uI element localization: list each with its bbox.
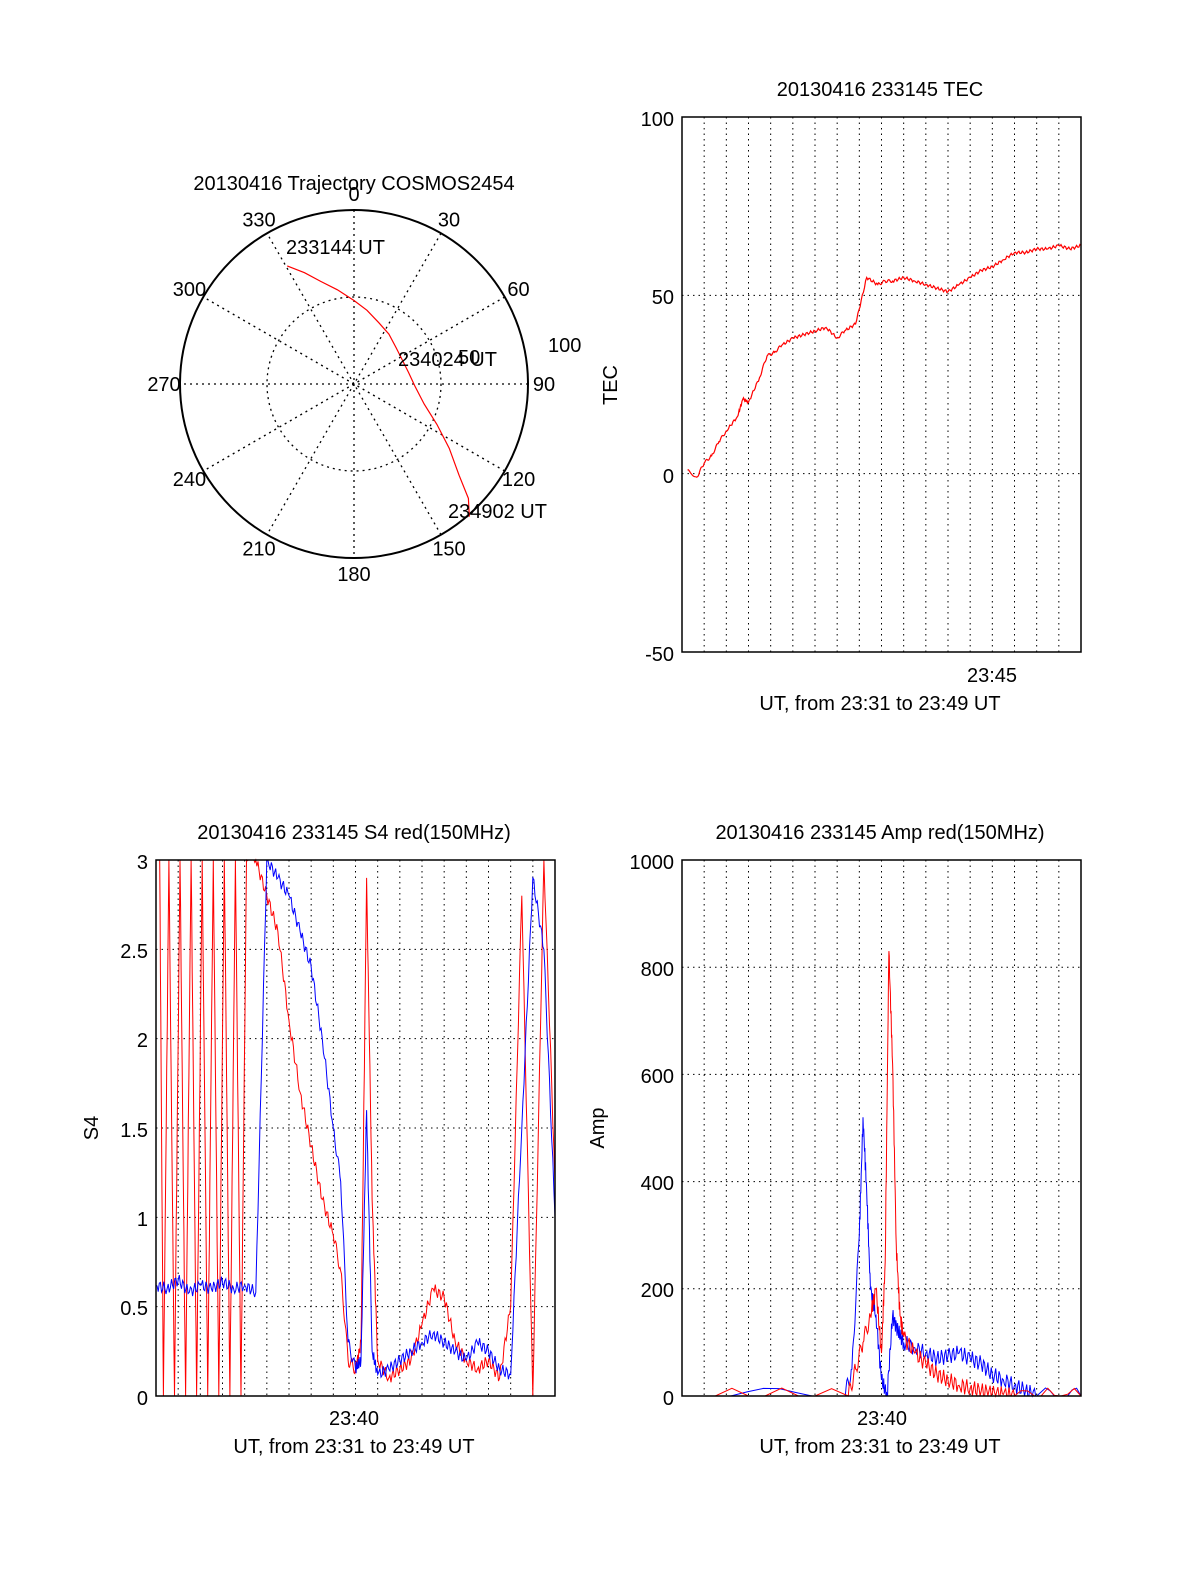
polar-inner-circle xyxy=(266,296,442,472)
s4-blue-series-line xyxy=(155,859,556,1380)
amp-ytick-600: 600 xyxy=(641,1066,674,1088)
polar-azimuth-label: 120 xyxy=(502,469,535,491)
trajectory-title: 20130416 Trajectory COSMOS2454 xyxy=(193,173,514,195)
polar-grid xyxy=(180,210,528,558)
tec-plot-frame xyxy=(681,116,1082,653)
tec-ytick-50: 50 xyxy=(652,287,674,309)
amp-title: 20130416 233145 Amp red(150MHz) xyxy=(715,822,1044,844)
s4-plot-frame xyxy=(155,859,556,1397)
polar-outer-circle xyxy=(179,209,529,559)
amp-panel: 20130416 233145 Amp red(150MHz) 1000 800… xyxy=(587,822,1082,1458)
s4-xlabel: UT, from 23:31 to 23:49 UT xyxy=(233,1436,474,1458)
tec-ylabel: TEC xyxy=(600,365,622,405)
tec-series-line xyxy=(687,243,1082,478)
amp-blue-series-line xyxy=(682,1117,1082,1398)
polar-azimuth-label: 30 xyxy=(438,209,460,231)
tec-title: 20130416 233145 TEC xyxy=(777,79,983,101)
polar-azimuth-label: 270 xyxy=(147,374,180,396)
s4-ytick-0_5: 0.5 xyxy=(120,1298,148,1320)
polar-azimuth-label: 180 xyxy=(337,564,370,586)
amp-grid xyxy=(682,860,1081,1396)
s4-ytick-3: 3 xyxy=(137,852,148,874)
tec-xlabel: UT, from 23:31 to 23:49 UT xyxy=(759,693,1000,715)
s4-ytick-1: 1 xyxy=(137,1209,148,1231)
polar-azimuth-label: 0 xyxy=(348,184,359,206)
amp-ytick-1000: 1000 xyxy=(630,852,675,874)
amp-ylabel: Amp xyxy=(587,1107,609,1148)
tec-ytick-neg50: -50 xyxy=(645,644,674,666)
trajectory-end-label: 234902 UT xyxy=(448,501,547,523)
amp-ytick-0: 0 xyxy=(663,1388,674,1410)
amp-plot-frame xyxy=(681,859,1082,1397)
tec-xtick-2345: 23:45 xyxy=(967,665,1017,687)
s4-ytick-0: 0 xyxy=(137,1388,148,1410)
s4-title: 20130416 233145 S4 red(150MHz) xyxy=(197,822,511,844)
trajectory-panel: 20130416 Trajectory COSMOS2454 0 30 60 90 12… xyxy=(147,173,581,586)
polar-azimuth-label: 300 xyxy=(173,279,206,301)
polar-azimuth-label: 210 xyxy=(242,539,275,561)
amp-xlabel: UT, from 23:31 to 23:49 UT xyxy=(759,1436,1000,1458)
polar-radius-label-100: 100 xyxy=(548,335,581,357)
trajectory-start-label: 233144 UT xyxy=(286,237,385,259)
polar-azimuth-label: 240 xyxy=(173,469,206,491)
s4-ytick-2: 2 xyxy=(137,1030,148,1052)
tec-ytick-0: 0 xyxy=(663,466,674,488)
s4-xtick-2340: 23:40 xyxy=(329,1408,379,1430)
tec-grid xyxy=(682,116,1081,652)
s4-grid xyxy=(156,860,555,1396)
amp-red-series-line xyxy=(682,951,1082,1398)
trajectory-series-line xyxy=(286,265,470,517)
amp-ytick-800: 800 xyxy=(641,959,674,981)
polar-spoke xyxy=(266,232,442,536)
tec-ytick-100: 100 xyxy=(641,109,674,131)
polar-azimuth-labels: 0 30 60 90 120 150 180 210 240 270 300 330 xyxy=(147,184,555,586)
s4-red-series-line xyxy=(159,858,556,1397)
s4-panel: 20130416 233145 S4 red(150MHz) 3 2.5 2 1… xyxy=(81,822,556,1458)
polar-azimuth-label: 150 xyxy=(432,539,465,561)
trajectory-mid-label: 234024 UT xyxy=(398,349,497,371)
amp-xtick-2340: 23:40 xyxy=(857,1408,907,1430)
polar-azimuth-label: 330 xyxy=(242,209,275,231)
polar-azimuth-label: 90 xyxy=(533,374,555,396)
s4-ytick-1_5: 1.5 xyxy=(120,1120,148,1142)
polar-radius-label-50: 50 xyxy=(458,347,480,369)
polar-azimuth-label: 60 xyxy=(507,279,529,301)
tec-panel: 20130416 233145 TEC 100 50 0 -50 23:45 U… xyxy=(600,79,1082,715)
amp-ytick-400: 400 xyxy=(641,1173,674,1195)
s4-ylabel: S4 xyxy=(81,1116,103,1140)
amp-ytick-200: 200 xyxy=(641,1280,674,1302)
s4-ytick-2_5: 2.5 xyxy=(120,941,148,963)
